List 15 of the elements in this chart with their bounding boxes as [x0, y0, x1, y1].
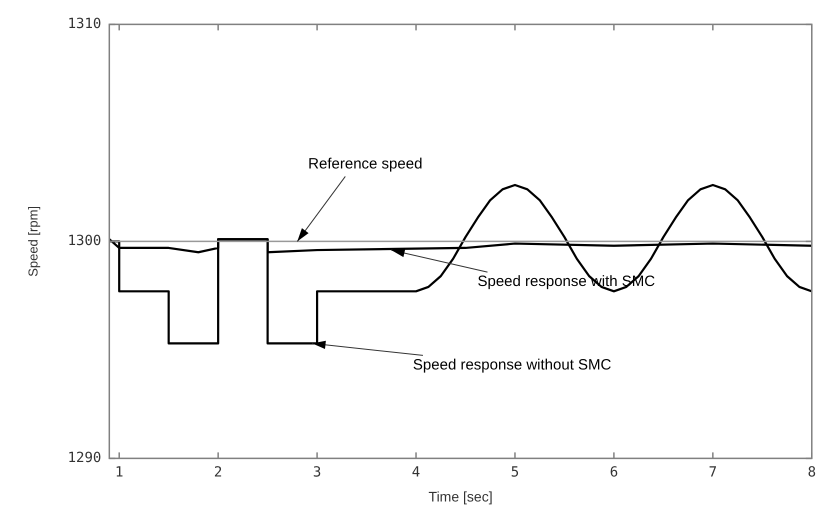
x-tick-label: 4	[412, 464, 420, 480]
x-tick-label: 5	[510, 464, 520, 480]
x-tick-label: 6	[610, 464, 618, 480]
y-axis-title: Speed [rpm]	[25, 206, 40, 277]
y-tick-label: 1300	[68, 233, 102, 250]
x-tick-label: 1	[114, 464, 124, 480]
x-tick-label: 3	[312, 464, 322, 480]
y-tick-label: 1290	[68, 450, 102, 466]
x-axis-title: Time [sec]	[428, 488, 493, 504]
annotation: Speed response without SMC	[412, 356, 612, 374]
x-tick-label: 2	[214, 464, 222, 480]
x-tick-label: 7	[708, 464, 718, 480]
x-tick-label: 8	[808, 464, 816, 480]
y-tick-label: 1310	[68, 16, 102, 32]
annotation: Reference speed	[308, 156, 422, 173]
